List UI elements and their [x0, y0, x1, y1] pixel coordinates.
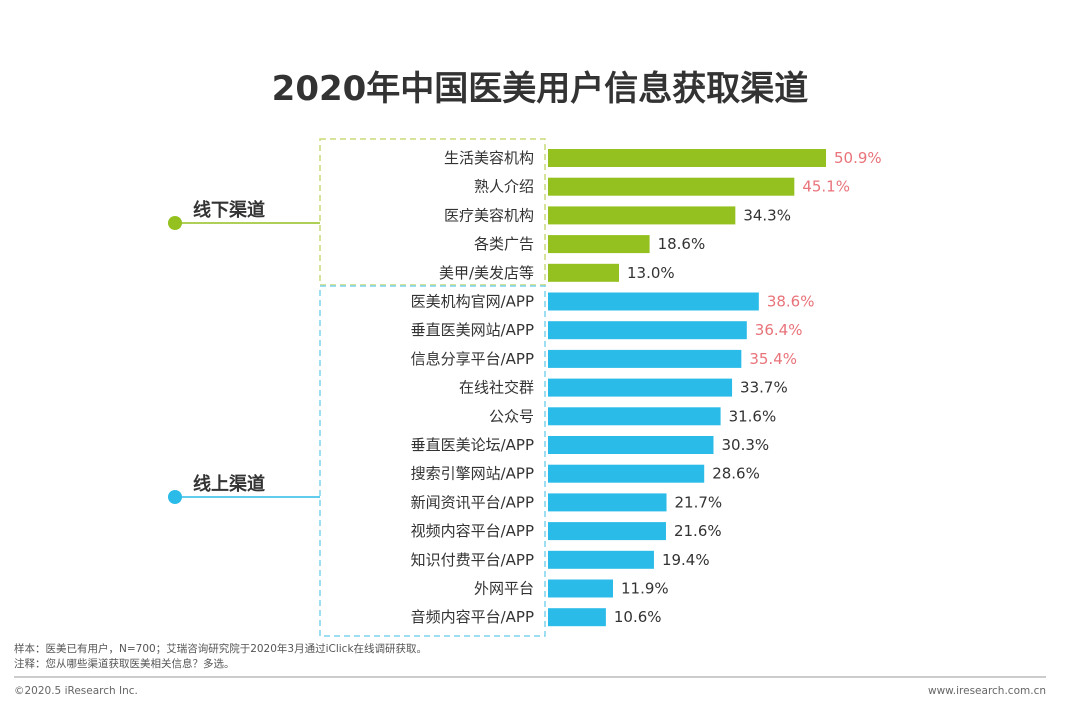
- bar: [548, 378, 733, 397]
- value-label: 45.1%: [802, 178, 850, 196]
- value-label: 13.0%: [627, 264, 675, 282]
- value-label: 34.3%: [743, 206, 791, 224]
- category-label: 公众号: [489, 407, 534, 425]
- offline-group-box: [319, 138, 546, 286]
- bar: [548, 149, 826, 167]
- category-label: 熟人介绍: [474, 178, 534, 196]
- value-label: 50.9%: [834, 149, 882, 167]
- value-label: 38.6%: [767, 293, 815, 311]
- value-label: 28.6%: [712, 465, 760, 483]
- bar: [548, 522, 666, 541]
- copyright-text: ©2020.5 iResearch Inc.: [14, 685, 138, 697]
- value-label: 36.4%: [755, 321, 803, 339]
- bar: [548, 464, 705, 483]
- value-label: 30.3%: [721, 436, 769, 454]
- bar: [548, 407, 721, 426]
- value-label: 18.6%: [658, 235, 706, 253]
- remark-note: 注释：您从哪些渠道获取医美相关信息？多选。: [14, 657, 235, 670]
- online-group-box: [319, 285, 546, 637]
- category-label: 音频内容平台/APP: [411, 608, 534, 626]
- bar: [548, 608, 606, 627]
- online-group-dot: [168, 490, 182, 504]
- bar: [548, 493, 667, 512]
- value-label: 21.6%: [674, 522, 722, 540]
- category-label: 信息分享平台/APP: [411, 350, 534, 368]
- website-text: www.iresearch.com.cn: [928, 685, 1046, 697]
- bar: [548, 206, 736, 225]
- offline-group-label: 线下渠道: [193, 199, 265, 221]
- value-label: 33.7%: [740, 379, 788, 397]
- category-label: 垂直医美论坛/APP: [411, 436, 534, 454]
- category-label: 搜索引擎网站/APP: [411, 465, 534, 483]
- value-label: 21.7%: [675, 493, 723, 511]
- category-label: 垂直医美网站/APP: [411, 321, 534, 339]
- value-label: 11.9%: [621, 580, 669, 598]
- category-label: 外网平台: [474, 580, 534, 598]
- category-label: 生活美容机构: [444, 149, 534, 167]
- bar: [548, 550, 654, 569]
- bar: [548, 235, 650, 254]
- chart-title: 2020年中国医美用户信息获取渠道: [272, 69, 809, 109]
- bar: [548, 436, 714, 454]
- value-label: 35.4%: [749, 350, 797, 368]
- offline-group-dot: [168, 216, 182, 230]
- category-label: 新闻资讯平台/APP: [411, 493, 534, 511]
- sample-note: 样本：医美已有用户，N=700；艾瑞咨询研究院于2020年3月通过iClick在…: [14, 642, 427, 655]
- bar: [548, 177, 795, 196]
- bars-layer: 生活美容机构 50.9% 熟人介绍 45.1% 医疗美容机构 34.3% 各类广告 18.6%…: [411, 149, 882, 627]
- bar: [548, 263, 620, 282]
- category-label: 视频内容平台/APP: [411, 522, 534, 540]
- category-label: 知识付费平台/APP: [411, 551, 534, 569]
- bar: [548, 292, 759, 311]
- category-label: 美甲/美发店等: [439, 264, 534, 282]
- category-label: 在线社交群: [459, 379, 534, 397]
- value-label: 10.6%: [614, 608, 662, 626]
- value-label: 19.4%: [662, 551, 710, 569]
- bar: [548, 321, 747, 340]
- bar: [548, 579, 613, 598]
- category-label: 各类广告: [474, 235, 534, 253]
- value-label: 31.6%: [729, 407, 777, 425]
- category-label: 医疗美容机构: [444, 206, 534, 224]
- category-label: 医美机构官网/APP: [411, 293, 534, 311]
- online-group-label: 线上渠道: [193, 473, 265, 495]
- bar: [548, 349, 742, 368]
